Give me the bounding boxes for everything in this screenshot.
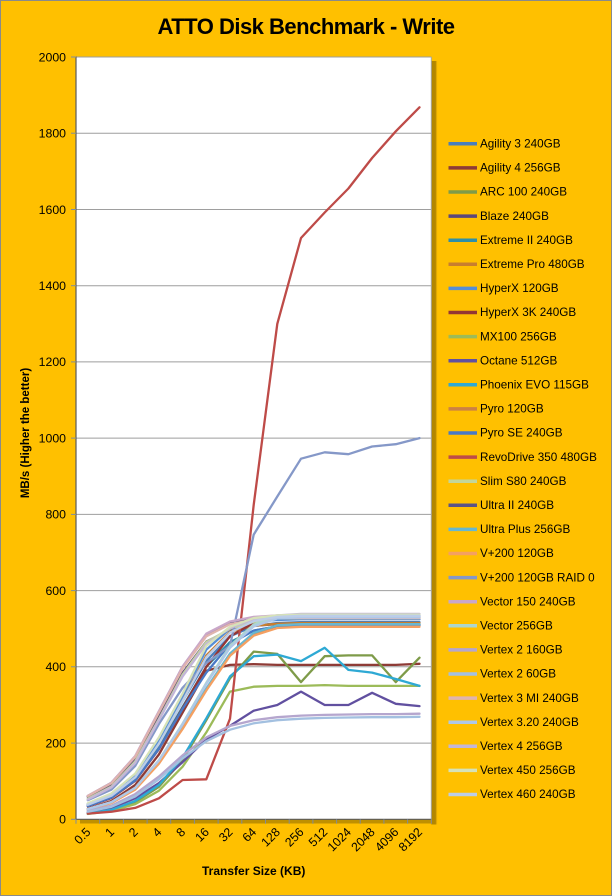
svg-text:Ultra Plus 256GB: Ultra Plus 256GB [480, 523, 570, 536]
svg-text:Pyro SE 240GB: Pyro SE 240GB [480, 427, 563, 440]
svg-text:V+200 120GB RAID 0: V+200 120GB RAID 0 [480, 571, 595, 584]
svg-text:200: 200 [45, 736, 66, 750]
svg-text:Vertex 450 256GB: Vertex 450 256GB [480, 764, 576, 777]
svg-text:2000: 2000 [39, 50, 67, 64]
svg-text:Vertex 3.20 240GB: Vertex 3.20 240GB [480, 716, 579, 729]
svg-text:1800: 1800 [39, 127, 67, 141]
svg-text:1200: 1200 [39, 355, 67, 369]
svg-text:400: 400 [45, 660, 66, 674]
svg-text:Agility 3 240GB: Agility 3 240GB [480, 138, 561, 151]
svg-text:V+200 120GB: V+200 120GB [480, 547, 554, 560]
svg-text:Vector 150 240GB: Vector 150 240GB [480, 595, 576, 608]
svg-text:ARC 100 240GB: ARC 100 240GB [480, 186, 567, 199]
svg-text:ATTO Disk Benchmark - Write: ATTO Disk Benchmark - Write [157, 14, 454, 39]
svg-text:0: 0 [59, 813, 66, 827]
svg-text:600: 600 [45, 584, 66, 598]
svg-text:Blaze 240GB: Blaze 240GB [480, 210, 549, 223]
svg-text:800: 800 [45, 508, 66, 522]
svg-text:MB/s (Higher the better): MB/s (Higher the better) [20, 368, 32, 499]
svg-text:1000: 1000 [39, 431, 67, 445]
svg-text:Vertex 460 240GB: Vertex 460 240GB [480, 788, 576, 801]
svg-text:HyperX 120GB: HyperX 120GB [480, 282, 559, 295]
svg-text:HyperX 3K 240GB: HyperX 3K 240GB [480, 306, 576, 319]
svg-text:Ultra II 240GB: Ultra II 240GB [480, 499, 554, 512]
svg-text:Octane 512GB: Octane 512GB [480, 354, 558, 367]
svg-text:Vector 256GB: Vector 256GB [480, 620, 553, 633]
svg-text:Extreme II 240GB: Extreme II 240GB [480, 234, 573, 247]
svg-text:Phoenix EVO 115GB: Phoenix EVO 115GB [480, 379, 589, 392]
svg-text:Vertex 2 160GB: Vertex 2 160GB [480, 644, 563, 657]
svg-text:Vertex 4 256GB: Vertex 4 256GB [480, 740, 563, 753]
svg-text:MX100 256GB: MX100 256GB [480, 330, 557, 343]
svg-text:Vertex 3 MI 240GB: Vertex 3 MI 240GB [480, 692, 579, 705]
svg-text:Agility 4 256GB: Agility 4 256GB [480, 162, 561, 175]
svg-text:1600: 1600 [39, 203, 67, 217]
svg-text:Pyro 120GB: Pyro 120GB [480, 403, 544, 416]
svg-text:Extreme Pro 480GB: Extreme Pro 480GB [480, 258, 585, 271]
svg-text:Vertex 2 60GB: Vertex 2 60GB [480, 668, 556, 681]
svg-text:RevoDrive 350 480GB: RevoDrive 350 480GB [480, 451, 597, 464]
svg-text:1400: 1400 [39, 279, 67, 293]
svg-text:Transfer Size (KB): Transfer Size (KB) [202, 864, 305, 878]
svg-text:Slim S80 240GB: Slim S80 240GB [480, 475, 567, 488]
